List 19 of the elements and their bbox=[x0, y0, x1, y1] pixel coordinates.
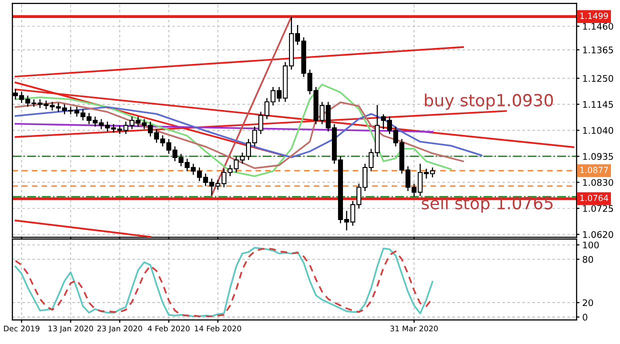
ref-line-label: 1.1499 bbox=[580, 12, 608, 19]
y-tick-label: 1.1365 bbox=[583, 46, 613, 54]
y-tick-label: 1.1460 bbox=[583, 22, 614, 30]
y-tick-label: 1.0935 bbox=[583, 153, 613, 160]
y-tick-label: 20 bbox=[582, 299, 594, 306]
y-tick-label: 0 bbox=[582, 314, 588, 321]
y-tick-label: 1.0830 bbox=[583, 179, 614, 186]
y-tick-label: 1.1040 bbox=[583, 127, 614, 134]
y-tick-label: 80 bbox=[582, 256, 594, 263]
y-tick-label: 100 bbox=[583, 242, 599, 248]
y-tick-label: 1.1145 bbox=[583, 101, 613, 108]
ref-line-label: 1.0764 bbox=[580, 194, 608, 202]
annotation: buy stop1.0930 bbox=[424, 94, 553, 110]
ref-line-label: 1.0877 bbox=[580, 166, 608, 174]
y-tick-label: 1.0620 bbox=[583, 231, 614, 238]
line-series bbox=[14, 84, 452, 177]
y-tick-label: 1.0725 bbox=[583, 205, 613, 212]
annotation: sell stop 1.0765 bbox=[422, 196, 553, 213]
y-tick-label: 1.1250 bbox=[583, 75, 614, 82]
